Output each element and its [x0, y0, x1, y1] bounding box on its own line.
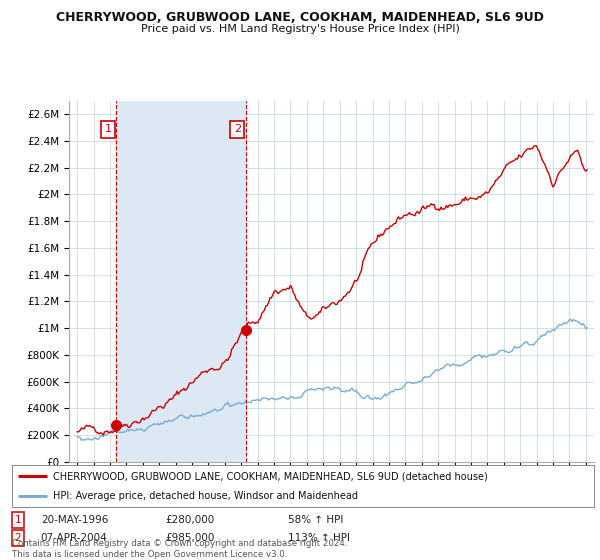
- Text: 1: 1: [14, 515, 22, 525]
- Bar: [116, 101, 245, 462]
- Text: HPI: Average price, detached house, Windsor and Maidenhead: HPI: Average price, detached house, Wind…: [53, 491, 358, 501]
- Text: CHERRYWOOD, GRUBWOOD LANE, COOKHAM, MAIDENHEAD, SL6 9UD (detached house): CHERRYWOOD, GRUBWOOD LANE, COOKHAM, MAID…: [53, 471, 487, 481]
- Text: Price paid vs. HM Land Registry's House Price Index (HPI): Price paid vs. HM Land Registry's House …: [140, 24, 460, 34]
- Text: CHERRYWOOD, GRUBWOOD LANE, COOKHAM, MAIDENHEAD, SL6 9UD: CHERRYWOOD, GRUBWOOD LANE, COOKHAM, MAID…: [56, 11, 544, 24]
- Text: 58% ↑ HPI: 58% ↑ HPI: [288, 515, 343, 525]
- Text: £985,000: £985,000: [165, 533, 214, 543]
- Text: 113% ↑ HPI: 113% ↑ HPI: [288, 533, 350, 543]
- Text: 2: 2: [14, 533, 22, 543]
- Text: Contains HM Land Registry data © Crown copyright and database right 2024.
This d: Contains HM Land Registry data © Crown c…: [12, 539, 347, 559]
- Text: 2: 2: [233, 124, 241, 134]
- Text: £280,000: £280,000: [165, 515, 214, 525]
- Text: 07-APR-2004: 07-APR-2004: [41, 533, 107, 543]
- Text: 20-MAY-1996: 20-MAY-1996: [41, 515, 108, 525]
- Text: 1: 1: [104, 124, 112, 134]
